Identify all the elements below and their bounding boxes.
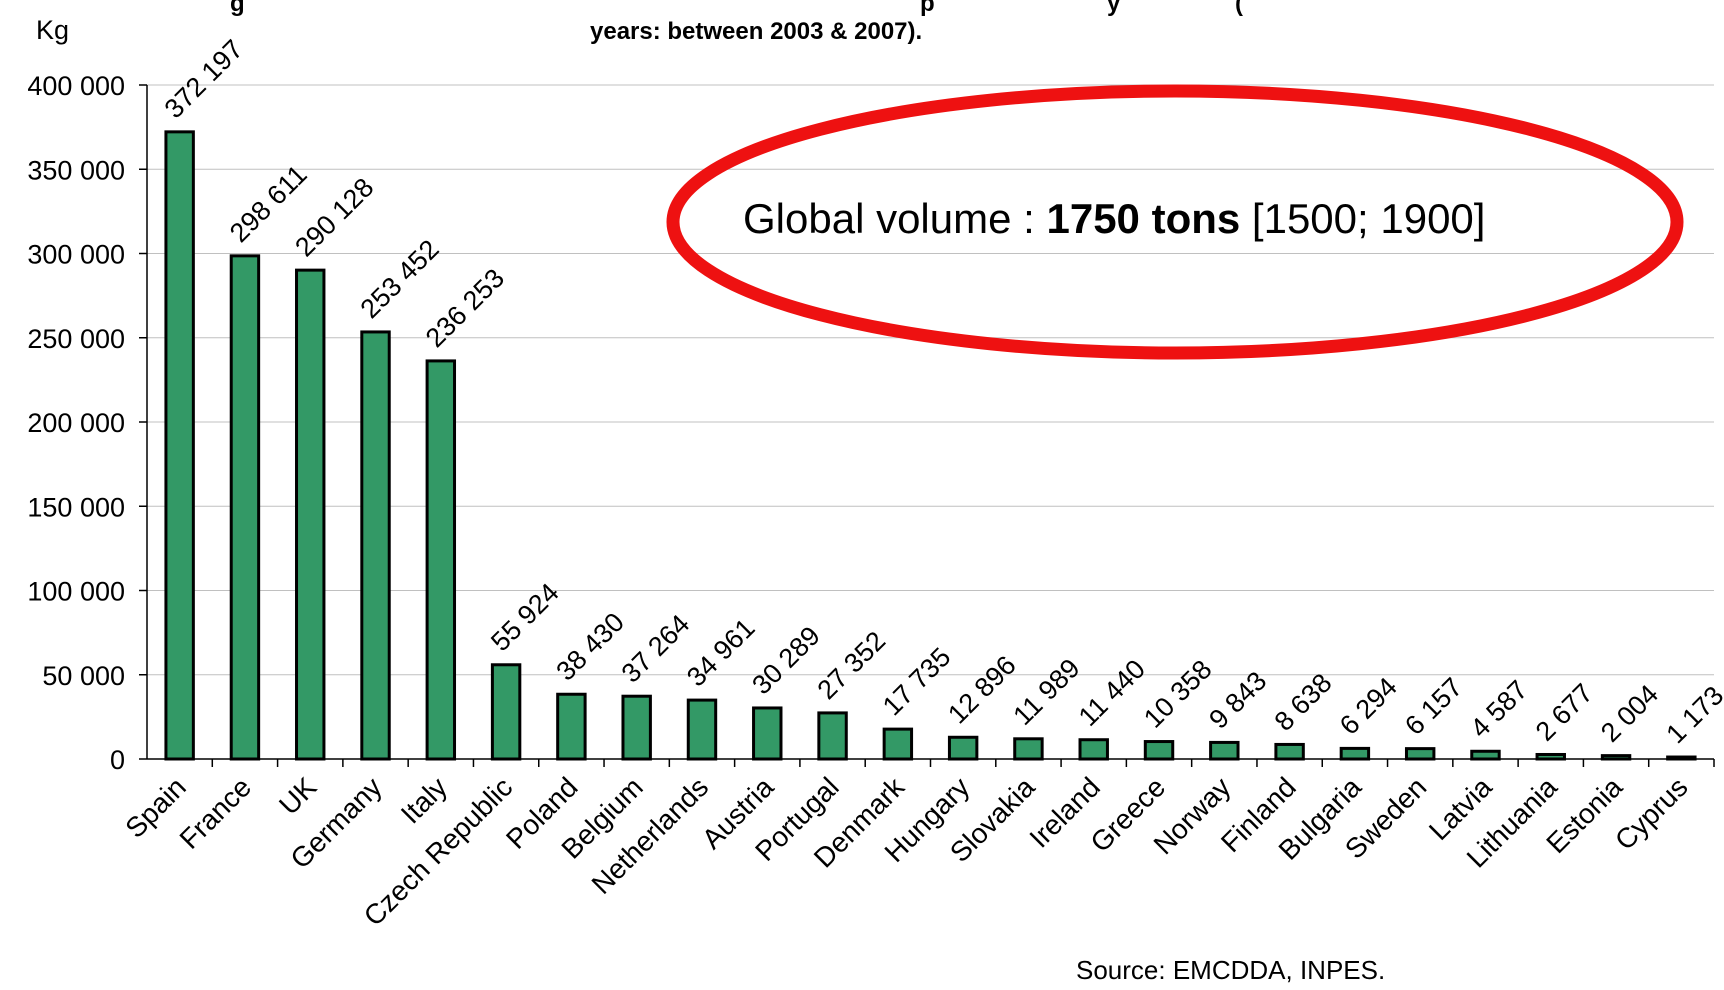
x-tick-label: UK bbox=[273, 771, 323, 821]
y-tick-label: 200 000 bbox=[27, 408, 125, 438]
bar bbox=[556, 692, 587, 761]
bar bbox=[1143, 740, 1175, 761]
chart-title-line1-fragment-right: ( bbox=[1235, 0, 1243, 17]
bar bbox=[1013, 737, 1044, 761]
chart-title-line2: years: between 2003 & 2007). bbox=[590, 18, 923, 45]
bar bbox=[164, 130, 195, 761]
bar bbox=[425, 359, 457, 761]
data-label: 4 587 bbox=[1465, 675, 1534, 744]
callout-ellipse bbox=[666, 84, 1684, 360]
bar bbox=[1339, 746, 1371, 761]
bar bbox=[490, 663, 522, 761]
bar bbox=[360, 330, 391, 761]
y-tick-label: 100 000 bbox=[27, 577, 125, 607]
bar bbox=[621, 694, 652, 761]
bar bbox=[817, 711, 848, 761]
x-tick-label: Cyprus bbox=[1609, 771, 1694, 856]
data-label: 27 352 bbox=[812, 626, 892, 706]
bar bbox=[752, 706, 783, 761]
source-note: Source: EMCDDA, INPES. bbox=[1076, 955, 1386, 985]
bar bbox=[686, 698, 718, 761]
bar bbox=[1078, 738, 1109, 761]
y-tick-label: 300 000 bbox=[27, 240, 125, 270]
data-label: 37 264 bbox=[616, 609, 696, 689]
bar bbox=[1209, 740, 1240, 761]
callout-ellipse-group bbox=[666, 84, 1684, 360]
y-tick-label: 0 bbox=[110, 745, 125, 775]
chart-title-line1-fragment-mid2: y bbox=[1107, 0, 1121, 17]
y-tick-label: 150 000 bbox=[27, 492, 125, 522]
data-label: 253 452 bbox=[355, 234, 445, 324]
bar bbox=[1404, 747, 1436, 761]
data-label: 6 294 bbox=[1334, 672, 1403, 741]
y-tick-label: 400 000 bbox=[27, 71, 125, 101]
y-axis-label: Kg bbox=[36, 15, 69, 45]
data-label: 10 358 bbox=[1138, 654, 1218, 734]
axes bbox=[139, 84, 1715, 767]
labels: 0 50 000 100 000 150 000 200 000 250 000 300 0… bbox=[27, 15, 1724, 932]
data-label: 55 924 bbox=[485, 577, 565, 657]
chart-title-line1-fragment-mid: p bbox=[920, 0, 935, 17]
chart-title-line1-fragment-left: g bbox=[230, 0, 245, 17]
data-label: 2 004 bbox=[1595, 679, 1664, 748]
callout-prefix: Global volume : bbox=[743, 195, 1047, 242]
global-volume-callout: Global volume : 1750 tons [1500; 1900] bbox=[743, 195, 1485, 243]
data-label: 11 989 bbox=[1007, 653, 1085, 731]
bar bbox=[882, 727, 914, 761]
callout-bold-value: 1750 tons bbox=[1046, 195, 1241, 242]
y-tick-label: 50 000 bbox=[42, 661, 125, 691]
bar bbox=[947, 735, 979, 761]
callout-suffix: [1500; 1900] bbox=[1240, 195, 1486, 242]
data-label: 236 253 bbox=[420, 263, 510, 353]
data-label: 2 677 bbox=[1530, 678, 1599, 747]
data-label: 8 638 bbox=[1269, 668, 1338, 737]
x-tick-label: Italy bbox=[395, 771, 453, 829]
bar bbox=[1470, 749, 1501, 761]
y-tick-label: 250 000 bbox=[27, 324, 125, 354]
bar bbox=[229, 254, 261, 761]
bar bbox=[1274, 742, 1305, 761]
data-label: 372 197 bbox=[159, 34, 249, 124]
data-label: 11 440 bbox=[1073, 654, 1151, 732]
x-tick-label: France bbox=[174, 771, 258, 855]
data-label: 6 157 bbox=[1399, 672, 1468, 741]
data-label: 1 173 bbox=[1660, 680, 1724, 749]
bar bbox=[295, 268, 326, 761]
y-tick-label: 350 000 bbox=[27, 155, 125, 185]
